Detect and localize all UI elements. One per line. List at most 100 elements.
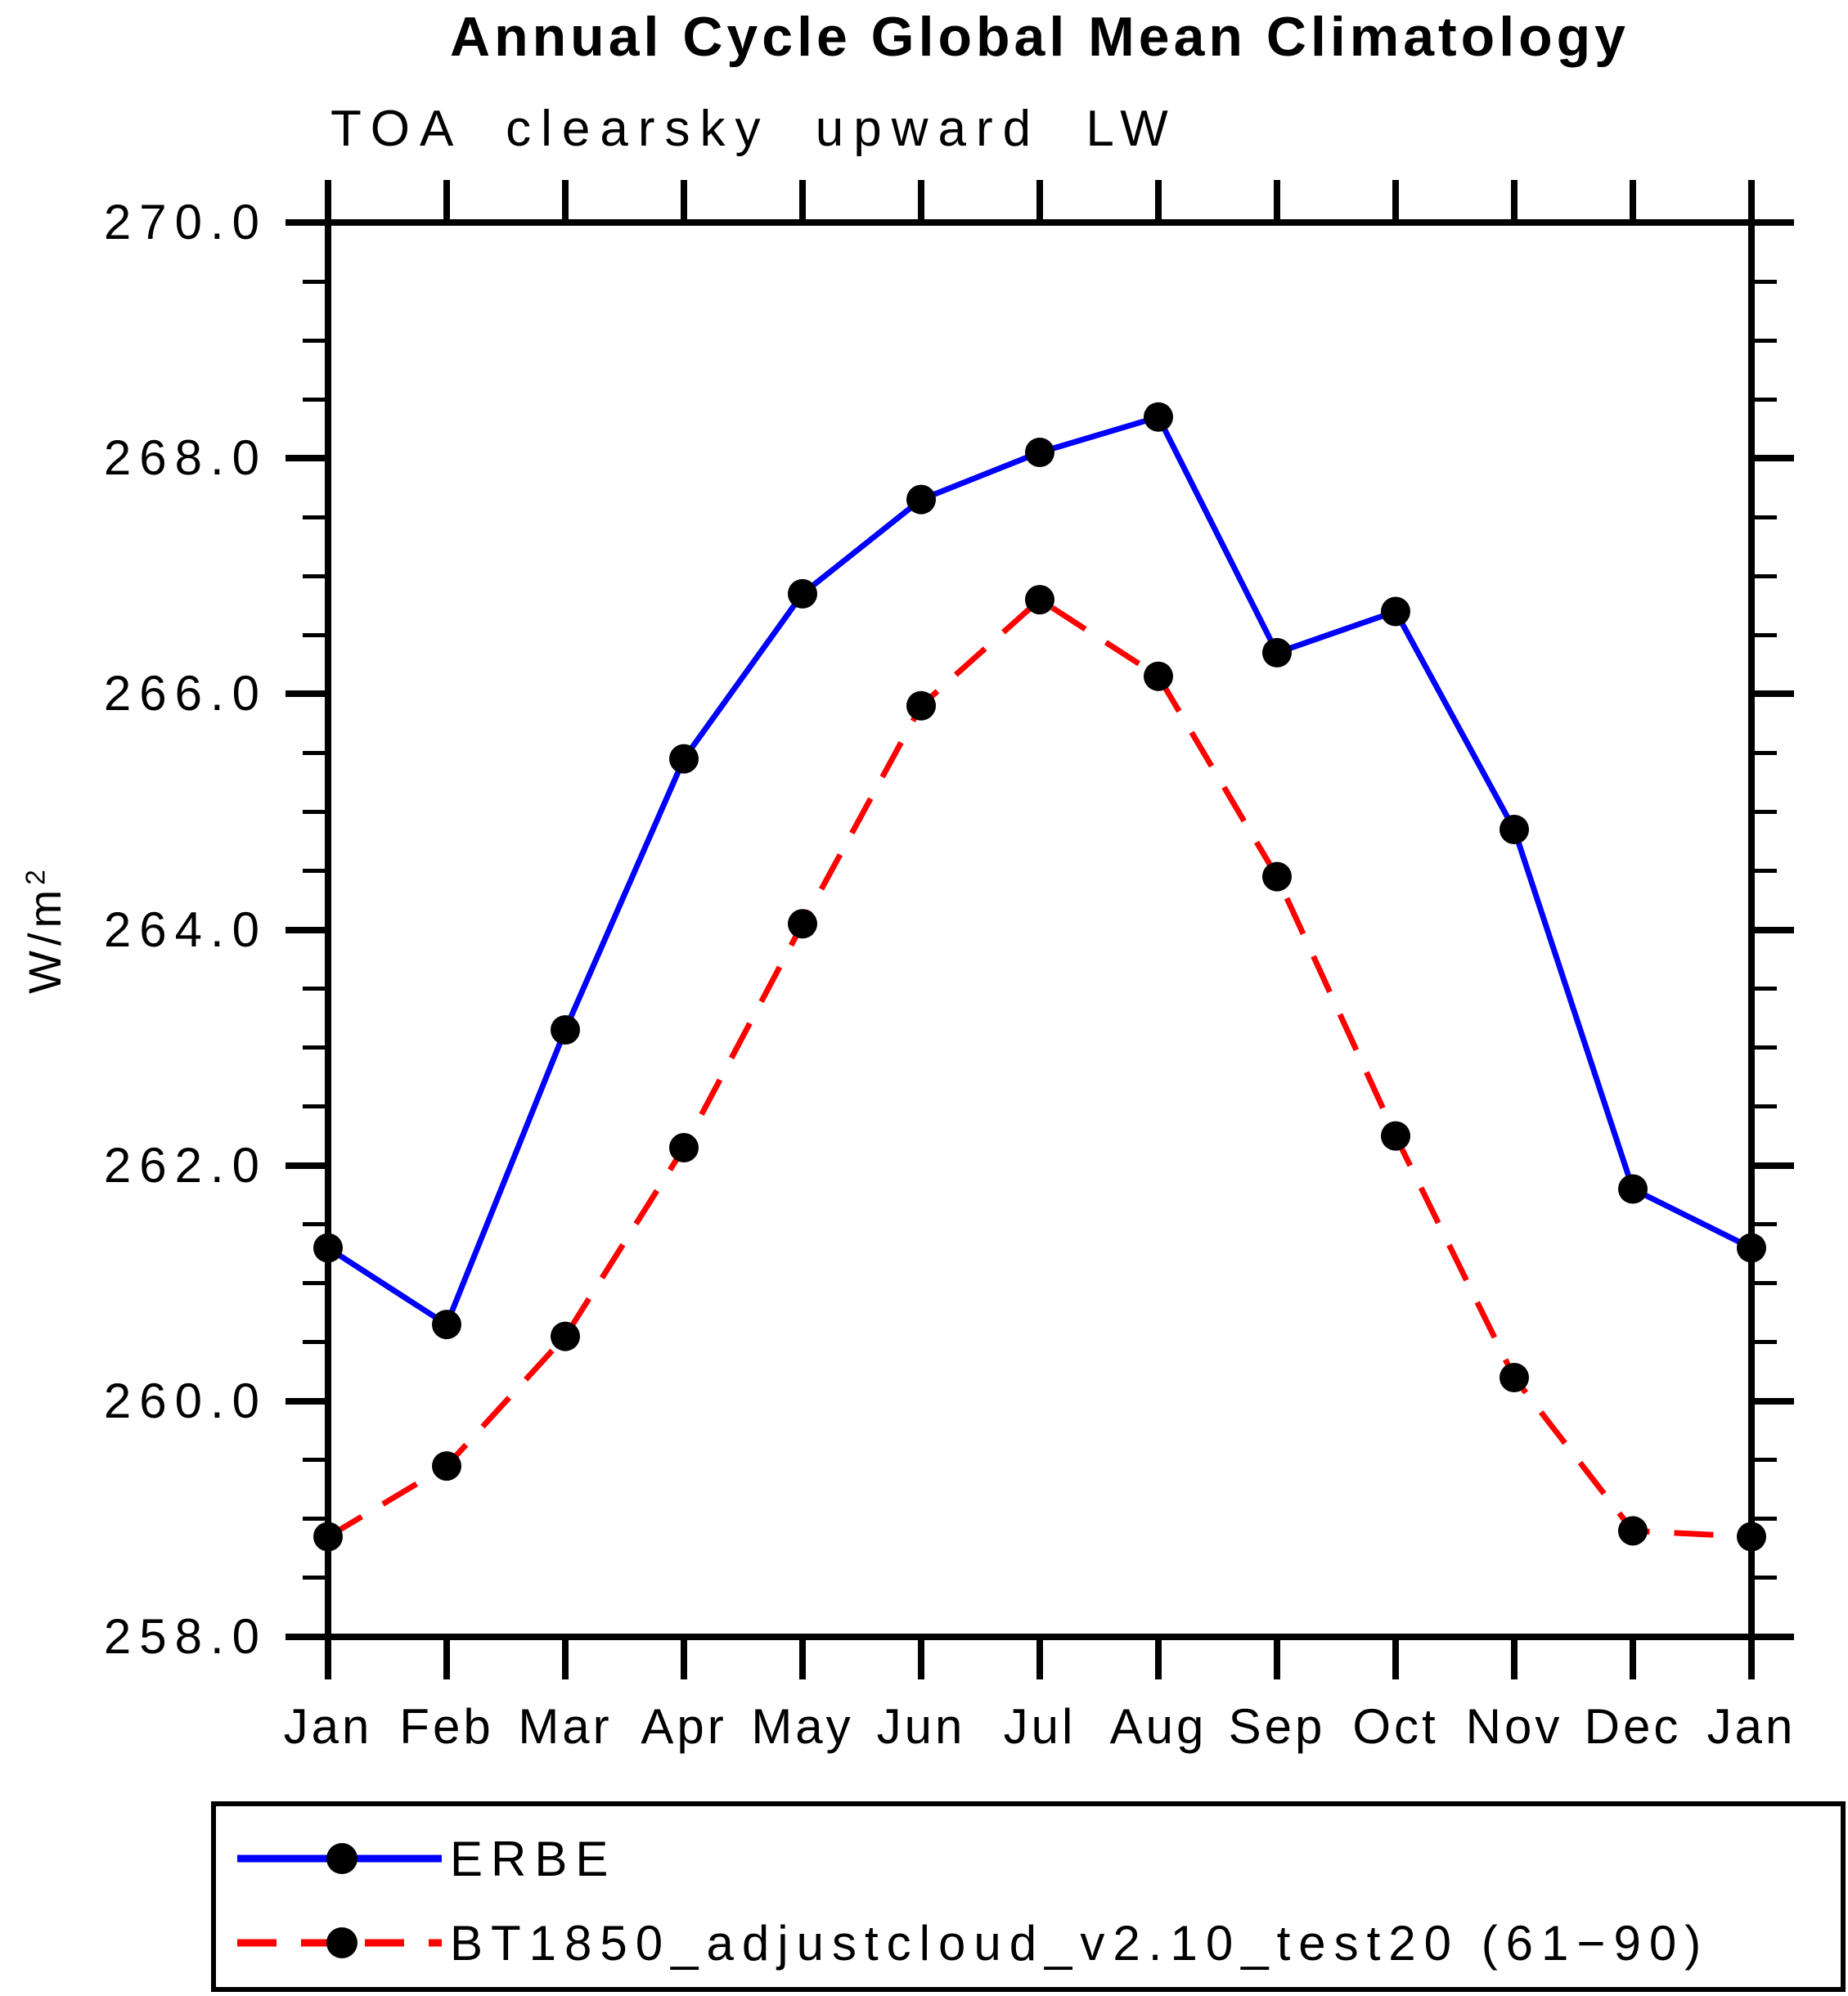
series-0-marker-jun-5 <box>906 484 936 515</box>
legend-label-bt1850: BT1850_adjustcloud_v2.10_test20 (61−90) <box>450 1916 1710 1971</box>
y-major-tick-left-266 <box>286 690 325 698</box>
y-minor-tick-left-269.5 <box>303 279 325 284</box>
x-tick-top-jan-12 <box>1748 180 1755 219</box>
series-1-marker-jan-12 <box>1737 1522 1766 1552</box>
series-1-marker-dec-11 <box>1618 1516 1648 1546</box>
y-major-tick-left-258 <box>286 1634 325 1640</box>
y-major-tick-right-258 <box>1755 1634 1794 1640</box>
series-1-marker-jun-5 <box>906 690 936 721</box>
legend-line-sample-erbe <box>237 1843 442 1874</box>
series-0-marker-feb-1 <box>432 1310 461 1340</box>
y-minor-tick-right-265.5 <box>1755 750 1777 755</box>
y-tick-label-260.0: 260.0 <box>103 1373 268 1428</box>
series-0-marker-jul-6 <box>1025 437 1054 467</box>
x-tick-top-jul-6 <box>1036 180 1043 219</box>
x-tick-label-sep-8: Sep <box>1228 1699 1326 1754</box>
y-minor-tick-left-263 <box>303 1045 325 1050</box>
y-major-tick-right-262 <box>1755 1162 1794 1169</box>
y-tick-label-264.0: 264.0 <box>103 901 268 957</box>
x-tick-bottom-jan-12 <box>1748 1640 1755 1679</box>
y-axis-title-superscript: 2 <box>20 865 52 885</box>
y-minor-tick-right-269 <box>1755 338 1777 343</box>
y-major-tick-left-270 <box>286 219 325 226</box>
legend-line-sample-bt1850 <box>237 1927 442 1958</box>
series-0-marker-oct-9 <box>1381 596 1410 627</box>
x-tick-label-jan-0: Jan <box>283 1699 373 1754</box>
x-tick-top-nov-10 <box>1511 180 1518 219</box>
y-major-tick-right-268 <box>1755 455 1794 462</box>
y-major-tick-left-262 <box>286 1162 325 1169</box>
y-minor-tick-right-263 <box>1755 1045 1777 1050</box>
series-1-marker-aug-7 <box>1144 661 1173 691</box>
y-axis-title: W/m2 <box>18 807 83 1052</box>
x-tick-bottom-jun-5 <box>918 1640 924 1679</box>
y-tick-label-270.0: 270.0 <box>103 195 268 250</box>
series-0-marker-jan-12 <box>1737 1233 1766 1263</box>
y-minor-tick-left-259 <box>303 1517 325 1522</box>
y-minor-tick-right-259 <box>1755 1517 1777 1522</box>
x-tick-bottom-aug-7 <box>1155 1640 1162 1679</box>
chart-title: Annual Cycle Global Mean Climatology <box>450 6 1630 68</box>
y-minor-tick-right-262.5 <box>1755 1104 1777 1109</box>
x-tick-bottom-may-4 <box>799 1640 806 1679</box>
series-0-marker-aug-7 <box>1144 402 1173 432</box>
legend-marker-dot <box>326 1927 357 1958</box>
y-minor-tick-right-267.5 <box>1755 515 1777 519</box>
x-tick-top-may-4 <box>799 180 806 219</box>
series-1-marker-oct-9 <box>1381 1121 1410 1151</box>
x-tick-label-may-4: May <box>751 1699 854 1754</box>
y-tick-label-266.0: 266.0 <box>103 666 268 722</box>
x-tick-bottom-apr-3 <box>681 1640 687 1679</box>
y-minor-tick-right-268.5 <box>1755 397 1777 402</box>
series-1-marker-mar-2 <box>551 1321 580 1351</box>
series-1-marker-feb-1 <box>432 1451 461 1481</box>
x-tick-top-sep-8 <box>1274 180 1280 219</box>
x-tick-label-jul-6: Jul <box>1003 1699 1077 1754</box>
y-minor-tick-left-260.5 <box>303 1340 325 1345</box>
y-minor-tick-right-269.5 <box>1755 279 1777 284</box>
series-line-0 <box>326 413 1753 1329</box>
series-1-marker-jul-6 <box>1025 585 1054 615</box>
series-1-marker-apr-3 <box>669 1133 699 1163</box>
y-minor-tick-left-266.5 <box>303 632 325 637</box>
y-minor-tick-right-261 <box>1755 1281 1777 1286</box>
x-tick-top-aug-7 <box>1155 180 1162 219</box>
y-minor-tick-right-263.5 <box>1755 987 1777 991</box>
x-tick-label-oct-9: Oct <box>1352 1699 1439 1754</box>
x-tick-top-apr-3 <box>681 180 687 219</box>
y-major-tick-left-264 <box>286 926 325 933</box>
x-tick-label-feb-1: Feb <box>399 1699 494 1754</box>
x-tick-bottom-jan-0 <box>325 1640 331 1679</box>
x-tick-label-aug-7: Aug <box>1109 1699 1207 1754</box>
y-minor-tick-right-261.5 <box>1755 1222 1777 1227</box>
series-0-marker-nov-10 <box>1500 815 1529 845</box>
x-tick-bottom-dec-11 <box>1630 1640 1636 1679</box>
legend-label-erbe: ERBE <box>450 1832 617 1886</box>
y-major-tick-right-266 <box>1755 690 1794 698</box>
series-1-marker-nov-10 <box>1500 1363 1529 1393</box>
y-minor-tick-right-267 <box>1755 573 1777 578</box>
x-tick-label-dec-11: Dec <box>1584 1699 1682 1754</box>
series-0-marker-jan-0 <box>313 1233 343 1263</box>
y-minor-tick-left-268.5 <box>303 397 325 402</box>
series-0-marker-may-4 <box>788 578 817 609</box>
y-minor-tick-left-267.5 <box>303 515 325 519</box>
series-0-marker-dec-11 <box>1618 1174 1648 1204</box>
y-minor-tick-left-264.5 <box>303 868 325 873</box>
y-tick-label-262.0: 262.0 <box>103 1137 268 1193</box>
series-0-marker-mar-2 <box>551 1014 580 1045</box>
x-tick-bottom-mar-2 <box>562 1640 569 1679</box>
y-minor-tick-left-263.5 <box>303 987 325 991</box>
y-major-tick-right-270 <box>1755 219 1794 226</box>
x-tick-label-nov-10: Nov <box>1465 1699 1563 1754</box>
series-0-marker-apr-3 <box>669 744 699 774</box>
x-tick-bottom-sep-8 <box>1274 1640 1280 1679</box>
legend-box: ERBE BT1850_adjustcloud_v2.10_test20 (61… <box>211 1801 1846 1992</box>
y-minor-tick-left-262.5 <box>303 1104 325 1109</box>
x-tick-bottom-nov-10 <box>1511 1640 1518 1679</box>
x-tick-top-jan-0 <box>325 180 331 219</box>
x-tick-label-jan-12: Jan <box>1706 1699 1796 1754</box>
x-tick-top-feb-1 <box>443 180 450 219</box>
y-minor-tick-left-265.5 <box>303 750 325 755</box>
